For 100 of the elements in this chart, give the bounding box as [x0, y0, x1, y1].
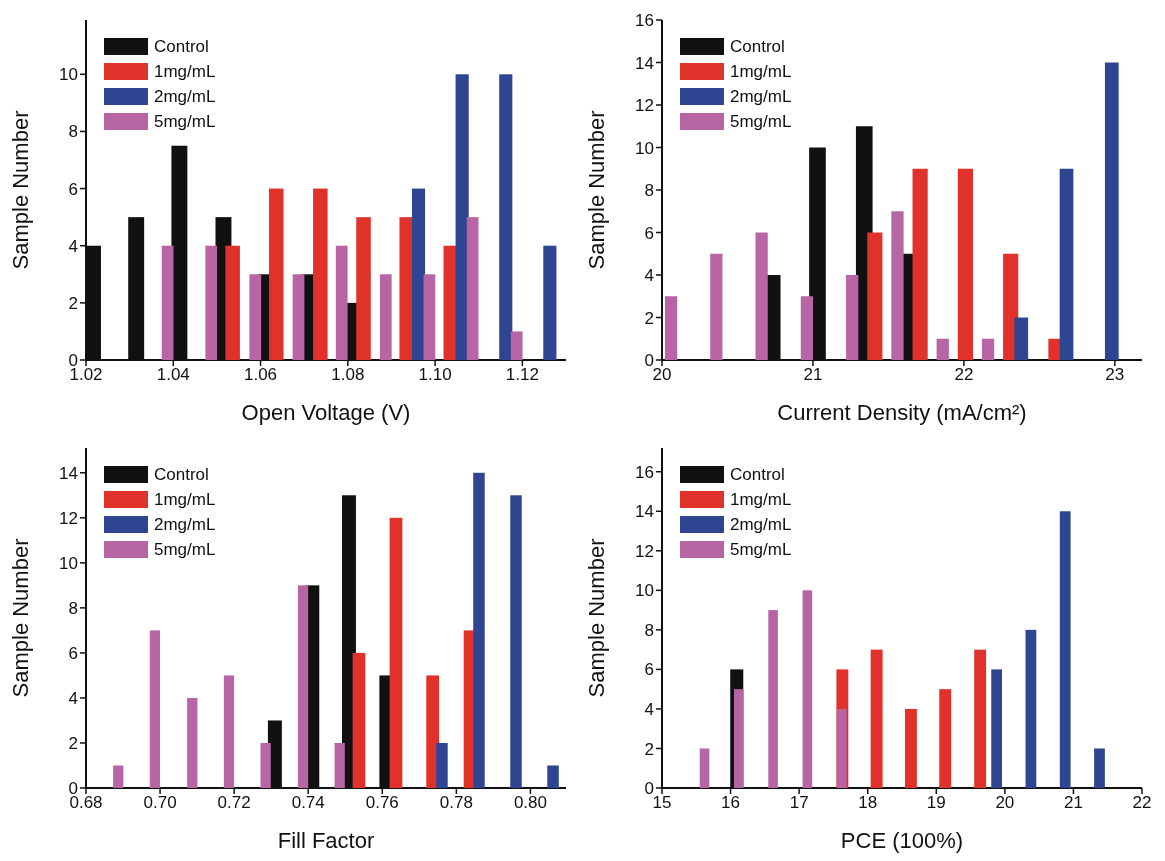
legend-label: 5mg/mL	[730, 111, 792, 132]
y-axis-title: Sample Number	[583, 110, 609, 270]
legend-label: 2mg/mL	[730, 514, 792, 535]
bar	[543, 245, 557, 360]
bar	[268, 188, 284, 360]
y-tick-label: 12	[635, 96, 654, 116]
bar	[352, 652, 366, 788]
legend-label: 2mg/mL	[154, 514, 216, 535]
y-tick-label: 6	[68, 643, 78, 663]
bar	[436, 742, 448, 788]
y-tick-label: 2	[644, 308, 654, 328]
legend-label: 5mg/mL	[154, 111, 216, 132]
x-tick-label: 0.80	[513, 793, 547, 813]
bar	[1104, 62, 1119, 360]
y-tick-label: 6	[68, 179, 78, 199]
y-tick-label: 14	[635, 502, 654, 522]
y-tick-label: 6	[644, 223, 654, 243]
bar	[149, 630, 161, 788]
bar	[473, 472, 485, 788]
x-tick-label: 23	[1105, 365, 1125, 385]
x-tick-label: 19	[926, 793, 946, 813]
bar	[335, 245, 348, 360]
x-tick-label: 15	[652, 793, 672, 813]
y-tick-label: 10	[635, 138, 654, 158]
x-tick-label: 1.04	[156, 365, 190, 385]
bar	[991, 669, 1003, 788]
x-tick-label: 17	[789, 793, 809, 813]
y-tick-label: 12	[59, 508, 78, 528]
y-tick-label: 10	[59, 65, 78, 85]
legend-label: 5mg/mL	[730, 539, 792, 560]
legend-label: Control	[154, 464, 209, 485]
bar	[161, 245, 174, 360]
x-tick-label: 22	[1132, 793, 1152, 813]
bar	[249, 274, 262, 360]
y-tick-label: 4	[644, 266, 654, 286]
bar	[755, 232, 768, 360]
bar	[499, 74, 513, 360]
y-tick-label: 16	[635, 11, 654, 31]
x-tick-label: 1.12	[505, 365, 539, 385]
x-axis-title: PCE (100%)	[840, 828, 964, 853]
x-tick-label: 0.76	[365, 793, 399, 813]
y-tick-label: 14	[635, 53, 654, 73]
bar	[379, 274, 392, 360]
y-axis-title: Sample Number	[583, 538, 609, 698]
legend-label: Control	[730, 464, 785, 485]
y-tick-label: 10	[59, 553, 78, 573]
legend-label: Control	[730, 36, 785, 57]
x-tick-label: 20	[652, 365, 672, 385]
y-tick-label: 16	[635, 462, 654, 482]
bar	[981, 338, 995, 360]
x-tick-label: 18	[858, 793, 878, 813]
legend-label: 2mg/mL	[154, 86, 216, 107]
bar	[334, 742, 345, 788]
bar	[1059, 168, 1074, 360]
bar	[466, 217, 479, 360]
y-tick-label: 2	[644, 739, 654, 759]
bar	[223, 675, 235, 788]
bar	[411, 188, 426, 360]
bar	[547, 765, 559, 788]
bar	[455, 74, 469, 360]
bar	[423, 274, 436, 360]
bar	[260, 742, 271, 788]
y-tick-label: 6	[644, 660, 654, 680]
bar	[800, 296, 814, 360]
y-tick-label: 4	[68, 688, 78, 708]
x-tick-label: 21	[1063, 793, 1083, 813]
y-tick-label: 14	[59, 463, 78, 483]
bar	[313, 188, 328, 360]
bar	[1014, 317, 1029, 360]
bar	[836, 708, 847, 788]
x-tick-label: 0.74	[291, 793, 325, 813]
bar	[356, 217, 371, 360]
legend-label: 1mg/mL	[730, 489, 792, 510]
legend-label: 1mg/mL	[154, 61, 216, 82]
x-tick-label: 16	[721, 793, 741, 813]
y-tick-label: 8	[644, 620, 654, 640]
bar	[1094, 748, 1105, 788]
bar	[870, 649, 883, 788]
bar	[957, 168, 973, 360]
legend-label: 2mg/mL	[730, 86, 792, 107]
x-axis-title: Fill Factor	[277, 828, 375, 853]
bar	[664, 296, 678, 360]
bar	[113, 765, 124, 788]
bar	[699, 748, 710, 788]
y-tick-label: 10	[635, 581, 654, 601]
x-tick-label: 0.78	[439, 793, 473, 813]
x-tick-label: 20	[995, 793, 1015, 813]
legend-label: Control	[154, 36, 209, 57]
y-tick-label: 2	[68, 734, 78, 753]
y-tick-label: 8	[68, 122, 78, 142]
bar	[1025, 629, 1037, 788]
bar	[292, 274, 305, 360]
x-tick-label: 1.10	[418, 365, 452, 385]
bar	[974, 649, 987, 788]
bar	[802, 590, 813, 788]
y-tick-label: 0	[644, 779, 654, 799]
bar	[734, 689, 744, 788]
bar	[891, 211, 904, 360]
x-tick-label: 22	[954, 365, 974, 385]
bar	[187, 697, 198, 788]
